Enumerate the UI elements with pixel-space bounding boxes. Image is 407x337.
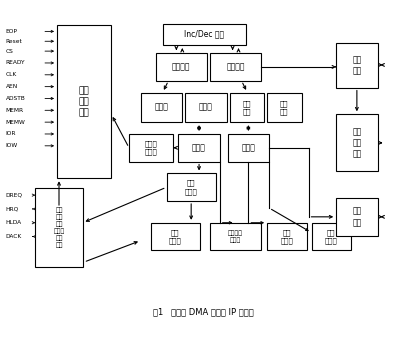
Bar bbox=[336, 43, 378, 88]
Text: ADSTB: ADSTB bbox=[6, 96, 26, 101]
Bar bbox=[210, 53, 261, 81]
Text: 当前
字节: 当前 字节 bbox=[280, 100, 289, 115]
Text: 命令字
寄存器: 命令字 寄存器 bbox=[145, 141, 158, 155]
Bar bbox=[336, 198, 378, 236]
Text: IOW: IOW bbox=[6, 143, 18, 148]
Text: AEN: AEN bbox=[6, 84, 18, 89]
Bar bbox=[57, 26, 111, 178]
Bar bbox=[155, 53, 207, 81]
Bar bbox=[185, 93, 227, 122]
Text: DACK: DACK bbox=[6, 234, 22, 239]
Text: 请求
寄存器: 请求 寄存器 bbox=[169, 229, 182, 244]
Text: MEMW: MEMW bbox=[6, 120, 26, 125]
Bar bbox=[178, 134, 220, 162]
Text: 工作模式
寄存器: 工作模式 寄存器 bbox=[228, 230, 243, 243]
Text: IOR: IOR bbox=[6, 131, 16, 136]
Text: 临时地址: 临时地址 bbox=[172, 62, 190, 71]
Text: 中央
控制
单元: 中央 控制 单元 bbox=[79, 86, 90, 118]
Text: 通道
请求
屏蔽
优先级
控制
模块: 通道 请求 屏蔽 优先级 控制 模块 bbox=[53, 208, 65, 248]
Bar bbox=[230, 93, 264, 122]
Bar bbox=[141, 93, 182, 122]
Text: 地址
缓冲: 地址 缓冲 bbox=[352, 55, 361, 75]
Text: CLK: CLK bbox=[6, 72, 17, 77]
Text: Reset: Reset bbox=[6, 39, 22, 44]
Text: 数据
缓冲: 数据 缓冲 bbox=[352, 207, 361, 227]
Text: 读缓冲: 读缓冲 bbox=[241, 143, 255, 152]
Text: DREQ: DREQ bbox=[6, 193, 23, 197]
Bar bbox=[336, 114, 378, 172]
Text: HLDA: HLDA bbox=[6, 220, 22, 225]
Text: EOP: EOP bbox=[6, 29, 18, 34]
Text: READY: READY bbox=[6, 60, 25, 65]
Text: HRQ: HRQ bbox=[6, 207, 19, 211]
Text: 基地址: 基地址 bbox=[155, 103, 168, 112]
Bar bbox=[267, 223, 306, 250]
Text: 当前
地址: 当前 地址 bbox=[243, 100, 251, 115]
Text: 图1   可编程 DMA 控制器 IP 设计图: 图1 可编程 DMA 控制器 IP 设计图 bbox=[153, 307, 254, 316]
Bar bbox=[267, 93, 302, 122]
Text: CS: CS bbox=[6, 49, 13, 54]
Bar bbox=[210, 223, 261, 250]
Text: 屏蔽
寄存器: 屏蔽 寄存器 bbox=[185, 180, 197, 194]
Bar bbox=[311, 223, 351, 250]
Text: 写缓冲: 写缓冲 bbox=[192, 143, 206, 152]
Text: 状态
寄存器: 状态 寄存器 bbox=[280, 229, 293, 244]
Text: 接口
控制
模块: 接口 控制 模块 bbox=[352, 127, 361, 158]
Bar bbox=[129, 134, 173, 162]
Text: MEMR: MEMR bbox=[6, 108, 24, 113]
Bar bbox=[162, 24, 246, 45]
Text: 临时字节: 临时字节 bbox=[226, 62, 245, 71]
Text: 基字节: 基字节 bbox=[199, 103, 213, 112]
Text: 临时
寄存器: 临时 寄存器 bbox=[325, 229, 338, 244]
Bar bbox=[228, 134, 269, 162]
Text: Inc/Dec 单元: Inc/Dec 单元 bbox=[184, 30, 225, 39]
Bar bbox=[151, 223, 200, 250]
Bar bbox=[35, 188, 83, 267]
Bar bbox=[166, 174, 216, 201]
